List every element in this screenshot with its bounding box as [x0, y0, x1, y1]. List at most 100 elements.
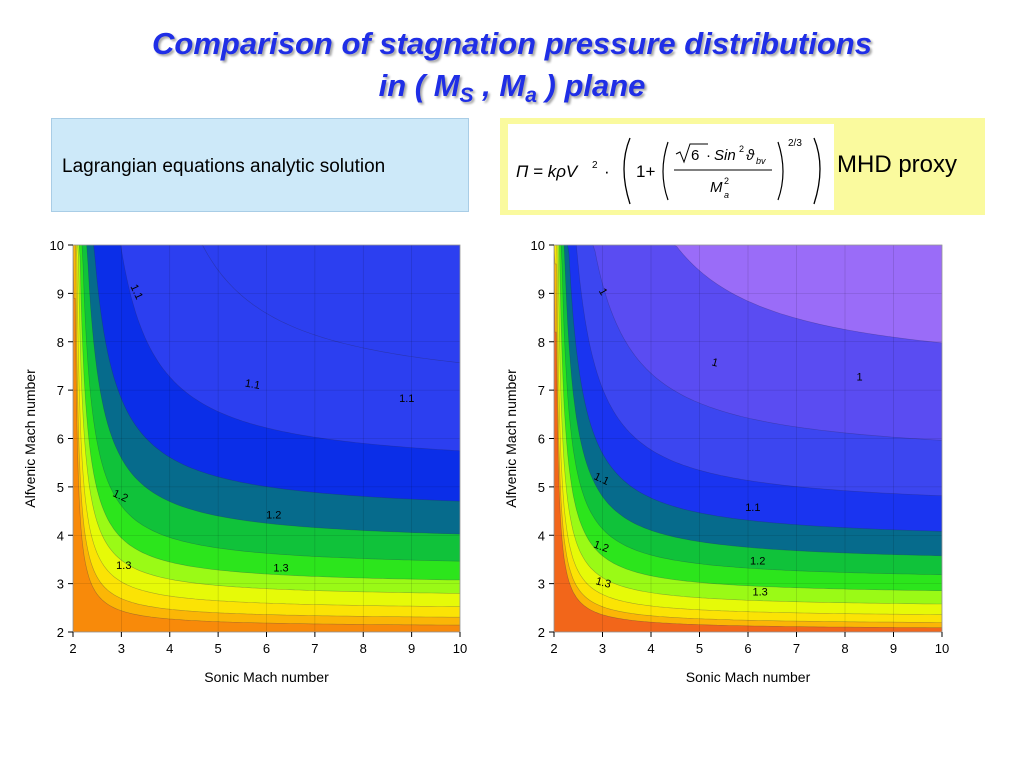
title-suffix: ) plane [536, 68, 646, 103]
title-sub-s: S [459, 84, 474, 107]
y-axis-label: Alfvenic Mach number [503, 369, 519, 508]
y-tick-label: 10 [531, 238, 545, 253]
contour-label: 1.3 [273, 563, 288, 575]
x-tick-label: 4 [166, 641, 173, 656]
contour-label: 1.3 [594, 575, 612, 591]
contour-band-10 [554, 245, 942, 632]
x-tick-label: 10 [453, 641, 467, 656]
title-sub-a: a [525, 84, 537, 107]
x-tick-label: 10 [935, 641, 949, 656]
y-tick-label: 7 [57, 383, 64, 398]
x-tick-label: 6 [744, 641, 751, 656]
formula-theta-sub: bv [756, 156, 766, 166]
formula-inner-right-paren [777, 141, 784, 201]
title-prefix: in ( M [378, 68, 460, 103]
x-axis-label: Sonic Mach number [686, 669, 811, 685]
contour-band-7 [73, 245, 460, 632]
contour-label: 1 [710, 356, 719, 369]
formula-sqrt [675, 143, 708, 164]
contour-plot-area [73, 245, 460, 632]
contour-label: 1.2 [750, 555, 765, 567]
contour-label: 1.1 [592, 471, 611, 488]
x-axis-label: Sonic Mach number [204, 669, 329, 685]
x-tick-label: 8 [841, 641, 848, 656]
y-tick-label: 6 [538, 432, 545, 447]
contour-label: 1.1 [745, 502, 760, 514]
lagrangian-label: Lagrangian equations analytic solution [62, 156, 386, 177]
formula-den-exp: 2 [724, 176, 729, 186]
contour-label: 1.3 [752, 587, 767, 599]
formula-outer-exp: 2/3 [788, 138, 802, 149]
formula-svg: Π = kρV 2 · 1+ 6 · Sin 2 ϑ bv M 2 a 2/3 [516, 137, 821, 205]
y-tick-label: 8 [538, 335, 545, 350]
y-tick-label: 6 [57, 432, 64, 447]
y-axis-label: Alfvenic Mach number [22, 369, 38, 508]
y-tick-label: 2 [57, 625, 64, 640]
contour-label: 1.2 [266, 509, 281, 521]
formula-right-paren [813, 137, 821, 205]
x-tick-label: 5 [696, 641, 703, 656]
formula-denominator: M [710, 179, 723, 196]
x-tick-label: 6 [263, 641, 270, 656]
y-tick-label: 4 [57, 528, 64, 543]
contour-plot-area [554, 245, 942, 632]
contour-label: 1.1 [399, 393, 414, 405]
contour-band-8 [554, 245, 942, 632]
contour-line-extra [122, 245, 460, 364]
chart-mhd-proxy: 1 1 1 1.1 1.1 1.2 1.2 1.3 1.3 2 3 4 5 6 7 8 9 10 2 3 4 5 6 7 8 9 1… [503, 238, 949, 685]
x-tick-label: 5 [215, 641, 222, 656]
formula-one: 1+ [636, 162, 655, 181]
x-tick-label: 9 [408, 641, 415, 656]
formula-left-paren [623, 137, 631, 205]
formula: Π = kρV 2 · 1+ 6 · Sin 2 ϑ bv M 2 a 2/3 [508, 124, 834, 210]
contour-label: 1.2 [592, 539, 610, 556]
contour-label: 1.1 [128, 283, 145, 302]
mhd-proxy-label: MHD proxy [837, 151, 958, 178]
formula-inner-left-paren [662, 141, 669, 201]
slide-title-line2: in ( MS , Ma ) plane [0, 68, 1024, 114]
x-tick-label: 7 [311, 641, 318, 656]
formula-sin: Sin [714, 147, 736, 164]
x-tick-label: 3 [118, 641, 125, 656]
contour-band-8 [73, 245, 460, 632]
contour-band-4 [554, 245, 942, 632]
formula-theta: ϑ [746, 147, 755, 164]
y-tick-label: 9 [57, 286, 64, 301]
contour-label: 1.2 [111, 488, 130, 505]
chart-lagrangian: 1.1 1.1 1.1 1.2 1.2 1.3 1.3 2 3 4 5 6 7 8 9 10 2 3 4 5 6 7 8 9 1… [22, 238, 467, 685]
x-tick-label: 2 [69, 641, 76, 656]
contour-label: 1 [596, 286, 609, 297]
contour-label: 1 [856, 371, 862, 383]
formula-dot: · [604, 162, 610, 181]
contour-label: 1.1 [244, 378, 261, 392]
y-tick-label: 8 [57, 335, 64, 350]
formula-sqrt-arg: 6 [691, 147, 699, 164]
x-tick-label: 2 [550, 641, 557, 656]
x-tick-label: 7 [793, 641, 800, 656]
y-tick-label: 5 [57, 480, 64, 495]
contour-band-9 [554, 245, 942, 632]
contour-band-2 [73, 245, 460, 632]
x-tick-label: 4 [647, 641, 654, 656]
x-tick-label: 8 [360, 641, 367, 656]
y-tick-label: 3 [538, 577, 545, 592]
x-tick-label: 9 [890, 641, 897, 656]
contour-label: 1.3 [116, 560, 131, 572]
y-tick-label: 10 [50, 238, 64, 253]
slide-title-line1: Comparison of stagnation pressure distri… [152, 26, 872, 61]
lagrangian-label-box: Lagrangian equations analytic solution [51, 118, 469, 212]
formula-sin-exp: 2 [739, 144, 744, 154]
y-tick-label: 5 [538, 480, 545, 495]
formula-dot2: · [706, 147, 711, 164]
y-tick-label: 7 [538, 383, 545, 398]
formula-lhs-exp: 2 [592, 160, 598, 171]
formula-den-sub: a [724, 190, 729, 200]
title-mid: , M [473, 68, 526, 103]
formula-lhs: Π = kρV [516, 162, 579, 181]
x-tick-label: 3 [599, 641, 606, 656]
y-tick-label: 4 [538, 528, 545, 543]
mhd-proxy-box: Π = kρV 2 · 1+ 6 · Sin 2 ϑ bv M 2 a 2/3 … [500, 118, 985, 215]
y-tick-label: 3 [57, 577, 64, 592]
y-tick-label: 9 [538, 286, 545, 301]
y-tick-label: 2 [538, 625, 545, 640]
